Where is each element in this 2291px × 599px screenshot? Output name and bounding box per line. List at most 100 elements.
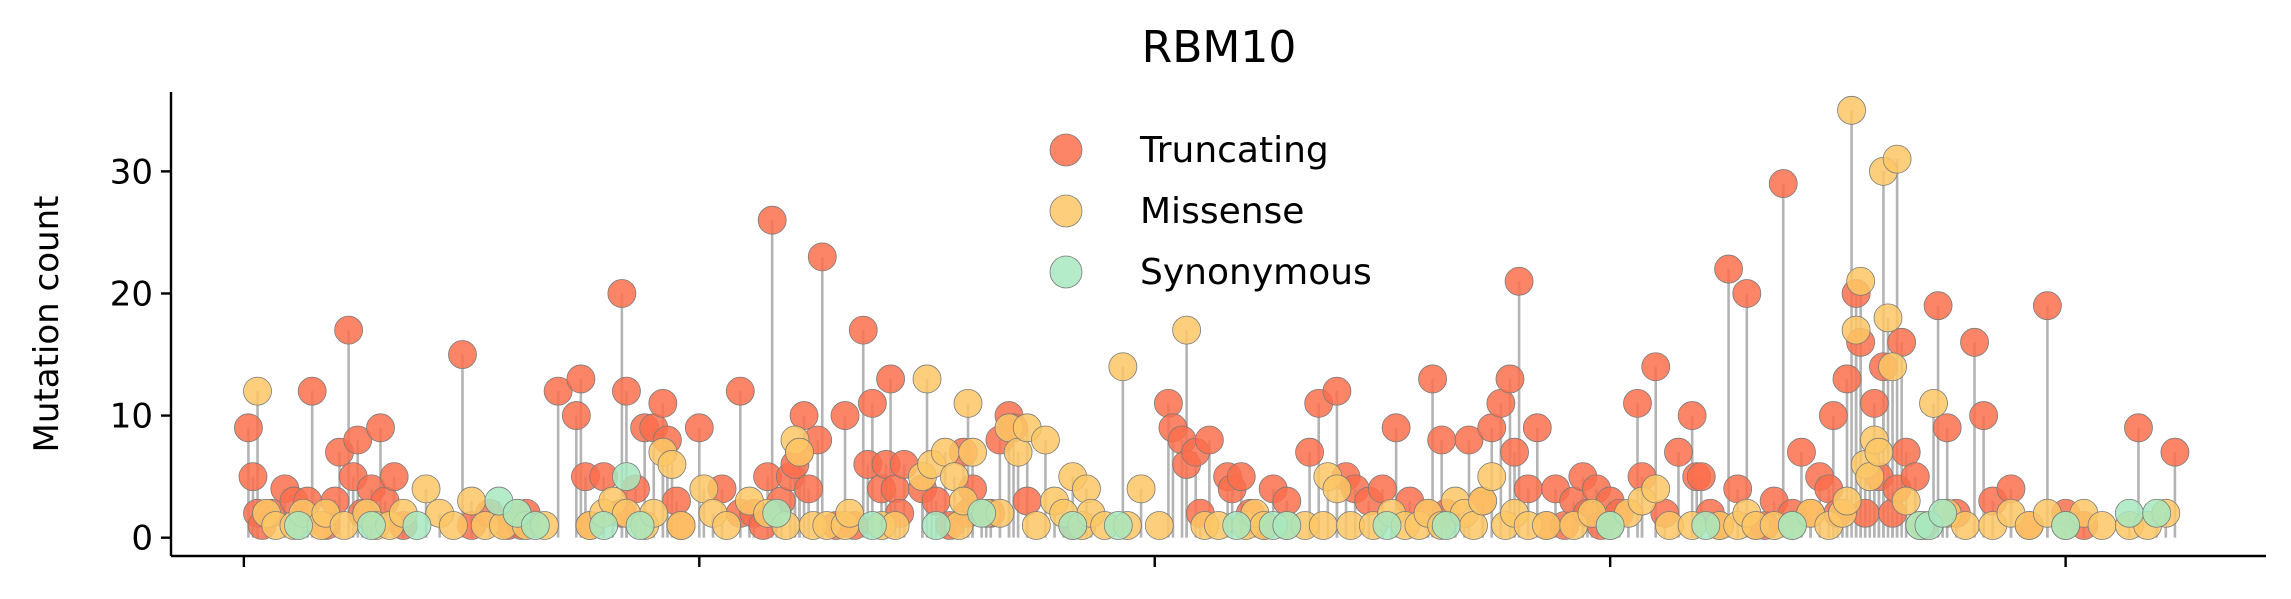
point-missense-124: [1873, 303, 1903, 333]
point-truncating-99: [1322, 376, 1352, 406]
point-synonymous-25: [1928, 498, 1958, 528]
point-truncating-21: [448, 340, 477, 369]
point-truncating-60: [830, 401, 860, 430]
ticks-layer: 0 10 20 30: [110, 152, 2067, 567]
point-missense-56: [1003, 437, 1033, 467]
point-truncating-172: [1996, 474, 2026, 504]
point-truncating-131: [1641, 352, 1671, 382]
point-synonymous-14: [1103, 511, 1133, 540]
point-truncating-139: [1714, 254, 1743, 284]
point-missense-48: [939, 462, 969, 492]
point-truncating-116: [1504, 266, 1534, 296]
point-missense-79: [1308, 511, 1338, 540]
point-missense-103: [1641, 474, 1671, 504]
point-truncating-104: [1381, 413, 1411, 443]
point-synonymous-2: [402, 511, 432, 540]
point-truncating-113: [1486, 388, 1516, 418]
point-truncating-39: [648, 388, 678, 418]
point-missense-0: [243, 376, 272, 406]
point-synonymous-5: [520, 511, 550, 540]
point-truncating-103: [1368, 474, 1397, 504]
point-truncating-174: [2032, 291, 2062, 321]
point-truncating-129: [1623, 388, 1652, 418]
point-truncating-46: [725, 376, 755, 406]
point-truncating-115: [1500, 437, 1529, 467]
point-truncating-170: [1969, 401, 1999, 430]
legend-label-synonymous: Synonymous: [1140, 252, 1372, 293]
point-truncating-164: [1900, 462, 1930, 492]
point-missense-97: [1532, 511, 1561, 540]
point-truncating-153: [1832, 364, 1862, 394]
point-synonymous-17: [1272, 511, 1302, 540]
point-truncating-108: [1427, 425, 1457, 455]
point-truncating-140: [1723, 474, 1753, 504]
points-layer: [234, 95, 2190, 540]
point-truncating-167: [1932, 413, 1962, 443]
y-tick-label-10: 10: [110, 397, 153, 437]
point-truncating-83: [1154, 388, 1183, 418]
point-missense-67: [1108, 352, 1138, 382]
point-truncating-81: [1012, 486, 1042, 516]
legend-label-missense: Missense: [1140, 191, 1304, 232]
point-missense-122: [1864, 437, 1894, 467]
point-truncating-157: [1859, 388, 1889, 418]
point-truncating-0: [234, 413, 263, 443]
point-synonymous-18: [1372, 511, 1402, 540]
point-truncating-151: [1818, 401, 1848, 430]
point-missense-129: [1919, 388, 1948, 418]
legend: Truncating Missense Synonymous: [1049, 130, 1372, 293]
point-synonymous-11: [921, 511, 951, 540]
point-synonymous-26: [2051, 511, 2081, 540]
point-truncating-67: [876, 364, 905, 394]
y-axis-label: Mutation count: [27, 196, 67, 453]
point-missense-81: [1322, 474, 1352, 504]
point-missense-69: [1126, 474, 1156, 504]
point-truncating-19: [379, 462, 409, 492]
point-truncating-17: [366, 413, 395, 443]
point-truncating-114: [1495, 364, 1525, 394]
point-synonymous-13: [1058, 511, 1088, 540]
point-synonymous-15: [1222, 511, 1252, 540]
point-missense-32: [712, 511, 742, 540]
point-truncating-117: [1513, 474, 1543, 504]
point-missense-91: [1459, 511, 1488, 540]
point-truncating-68: [880, 474, 910, 504]
y-tick-label-30: 30: [110, 152, 153, 192]
point-synonymous-12: [967, 498, 997, 528]
point-truncating-145: [1768, 169, 1798, 198]
point-truncating-166: [1923, 291, 1953, 321]
legend-label-truncating: Truncating: [1139, 130, 1329, 171]
point-truncating-12: [334, 315, 364, 345]
point-truncating-89: [1194, 425, 1224, 455]
point-truncating-72: [921, 486, 951, 516]
point-truncating-107: [1418, 364, 1447, 394]
point-missense-115: [1832, 486, 1862, 516]
chart-title: RBM10: [1142, 22, 1297, 73]
point-missense-52: [958, 437, 987, 467]
point-truncating-55: [789, 401, 819, 430]
point-truncating-56: [794, 474, 824, 504]
legend-marker-missense: [1049, 194, 1083, 228]
point-synonymous-10: [857, 511, 887, 540]
point-synonymous-7: [612, 462, 641, 492]
point-missense-30: [689, 474, 719, 504]
point-synonymous-22: [1777, 511, 1807, 540]
point-missense-126: [1882, 144, 1912, 174]
y-tick-label-0: 0: [131, 519, 153, 559]
point-synonymous-6: [589, 511, 619, 540]
point-missense-92: [1468, 486, 1498, 516]
point-truncating-27: [543, 376, 573, 406]
point-truncating-64: [857, 388, 887, 418]
point-missense-125: [1878, 352, 1907, 382]
point-missense-12: [411, 474, 441, 504]
point-missense-14: [438, 511, 468, 540]
point-synonymous-1: [356, 511, 386, 540]
point-truncating-43: [684, 413, 714, 443]
point-truncating-1: [238, 462, 268, 492]
point-truncating-14: [343, 425, 373, 455]
point-truncating-177: [2124, 413, 2153, 443]
point-truncating-28: [561, 401, 591, 430]
point-truncating-118: [1522, 413, 1552, 443]
point-synonymous-0: [284, 511, 313, 540]
